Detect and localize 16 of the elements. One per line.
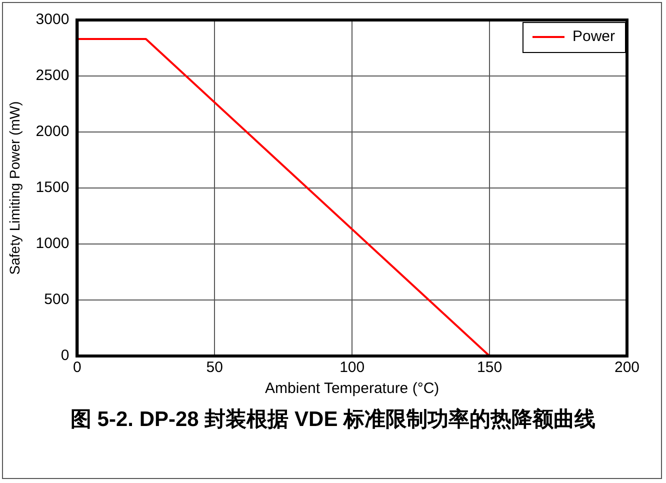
- x-tick-label: 200: [614, 359, 640, 376]
- y-tick-label: 0: [60, 347, 70, 364]
- y-axis-title: Safety Limiting Power (mW): [6, 101, 22, 275]
- y-tick-label: 500: [44, 291, 70, 308]
- y-tick-label: 1000: [36, 235, 70, 252]
- x-tick-label: 100: [340, 359, 365, 376]
- y-tick-label: 2000: [36, 123, 70, 140]
- x-tick-label: 50: [206, 359, 223, 376]
- x-tick-label: 0: [72, 359, 82, 376]
- legend-label: Power: [572, 28, 616, 46]
- y-tick-label: 2500: [36, 67, 70, 84]
- y-tick-label: 3000: [36, 11, 70, 28]
- y-tick-label: 1500: [36, 179, 70, 196]
- text: 图 5-2. DP-28 封装根据 VDE 标准限制功率的热降额曲线: [69, 406, 597, 433]
- x-tick-label: 150: [477, 359, 502, 376]
- x-axis-title: Ambient Temperature (°C): [265, 380, 440, 398]
